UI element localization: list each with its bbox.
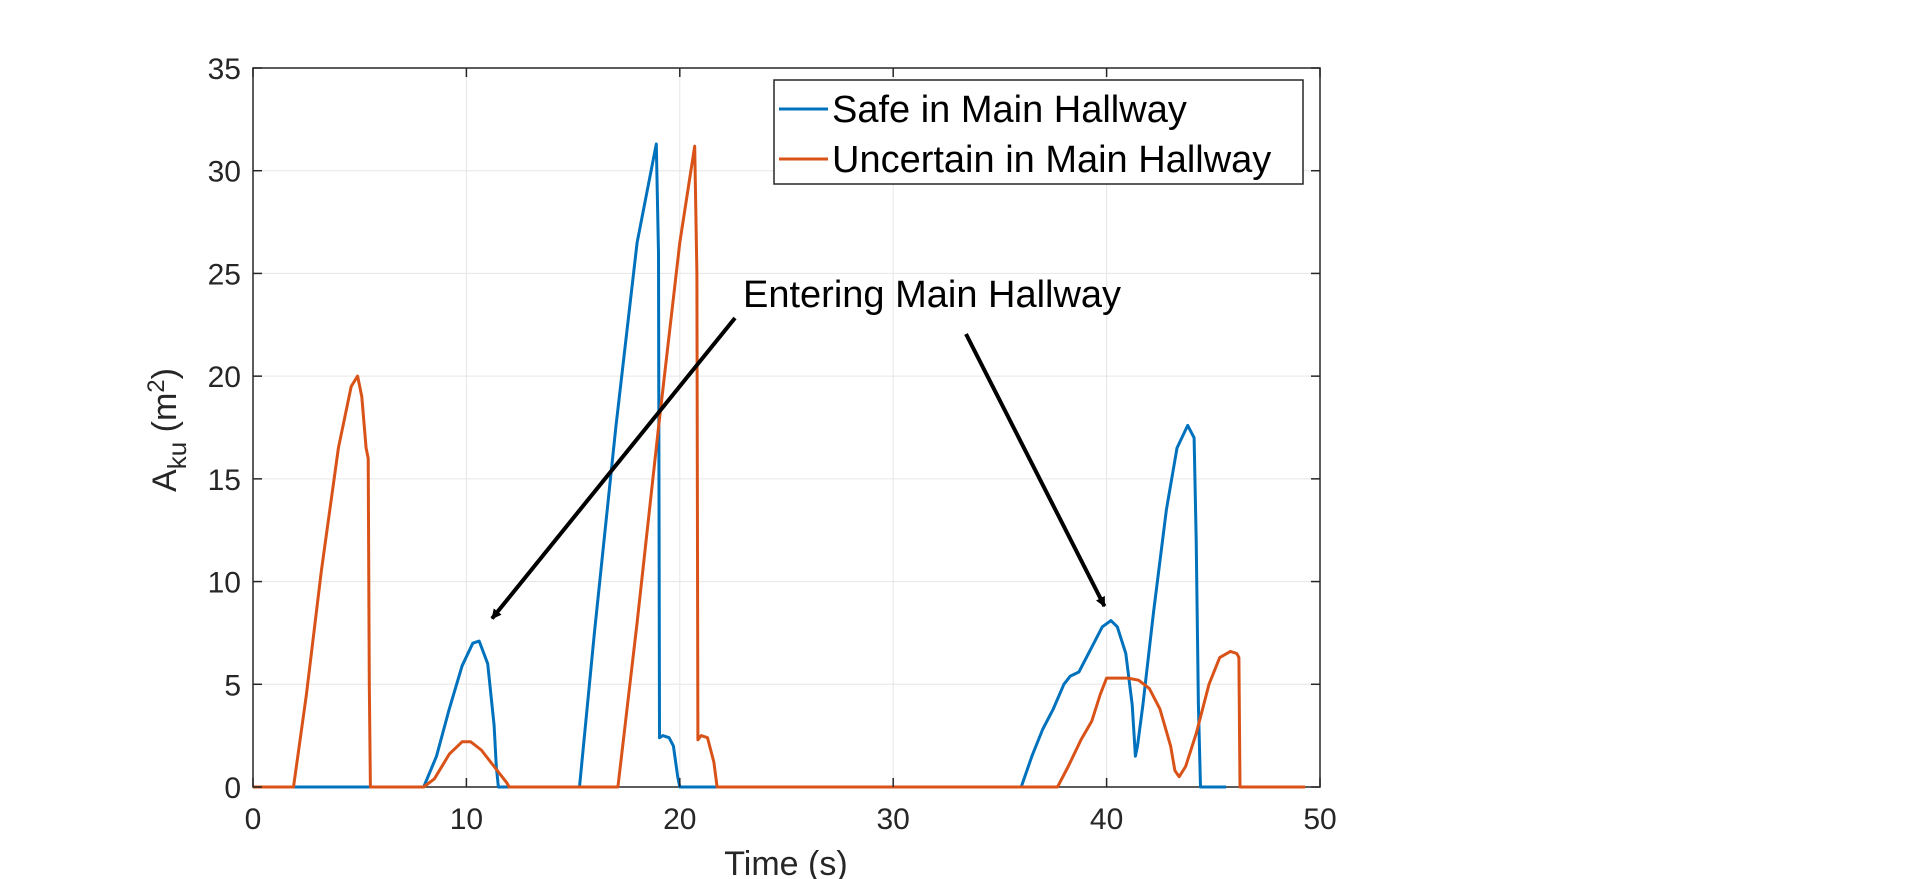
series-layer [253,142,1306,789]
legend-box [773,79,1304,185]
x-tick-label: 50 [1303,803,1336,836]
x-tick-label: 0 [245,803,262,836]
y-tick-label: 35 [208,53,241,86]
annotation-text: Entering Main Hallway [743,274,1121,316]
x-tick-label: 10 [450,803,483,836]
y-tick-label: 10 [208,567,241,600]
legend: Safe in Main Hallway Uncertain in Main H… [773,79,1304,185]
legend-label-safe: Safe in Main Hallway [832,89,1187,131]
y-tick-label: 25 [208,258,241,291]
series-line-0 [253,142,1227,789]
y-axis-label: Aku (m2) [143,368,192,492]
series-line-1 [253,144,1306,789]
y-tick-label: 15 [208,464,241,497]
annotation-arrow [490,316,737,620]
ticks: 0 10 20 30 40 50 0 5 10 15 20 25 30 35 [208,53,1337,836]
x-tick-label: 20 [663,803,696,836]
x-tick-label: 40 [1090,803,1123,836]
x-axis-label: Time (s) [724,845,847,879]
y-tick-label: 20 [208,361,241,394]
annotation-arrow [964,333,1107,608]
y-tick-label: 0 [224,772,241,805]
annotation: Entering Main Hallway [490,274,1121,620]
y-tick-label: 5 [224,669,241,702]
x-tick-label: 30 [877,803,910,836]
legend-label-uncertain: Uncertain in Main Hallway [832,139,1271,181]
annotation-arrows [490,316,1107,620]
y-tick-label: 30 [208,156,241,189]
